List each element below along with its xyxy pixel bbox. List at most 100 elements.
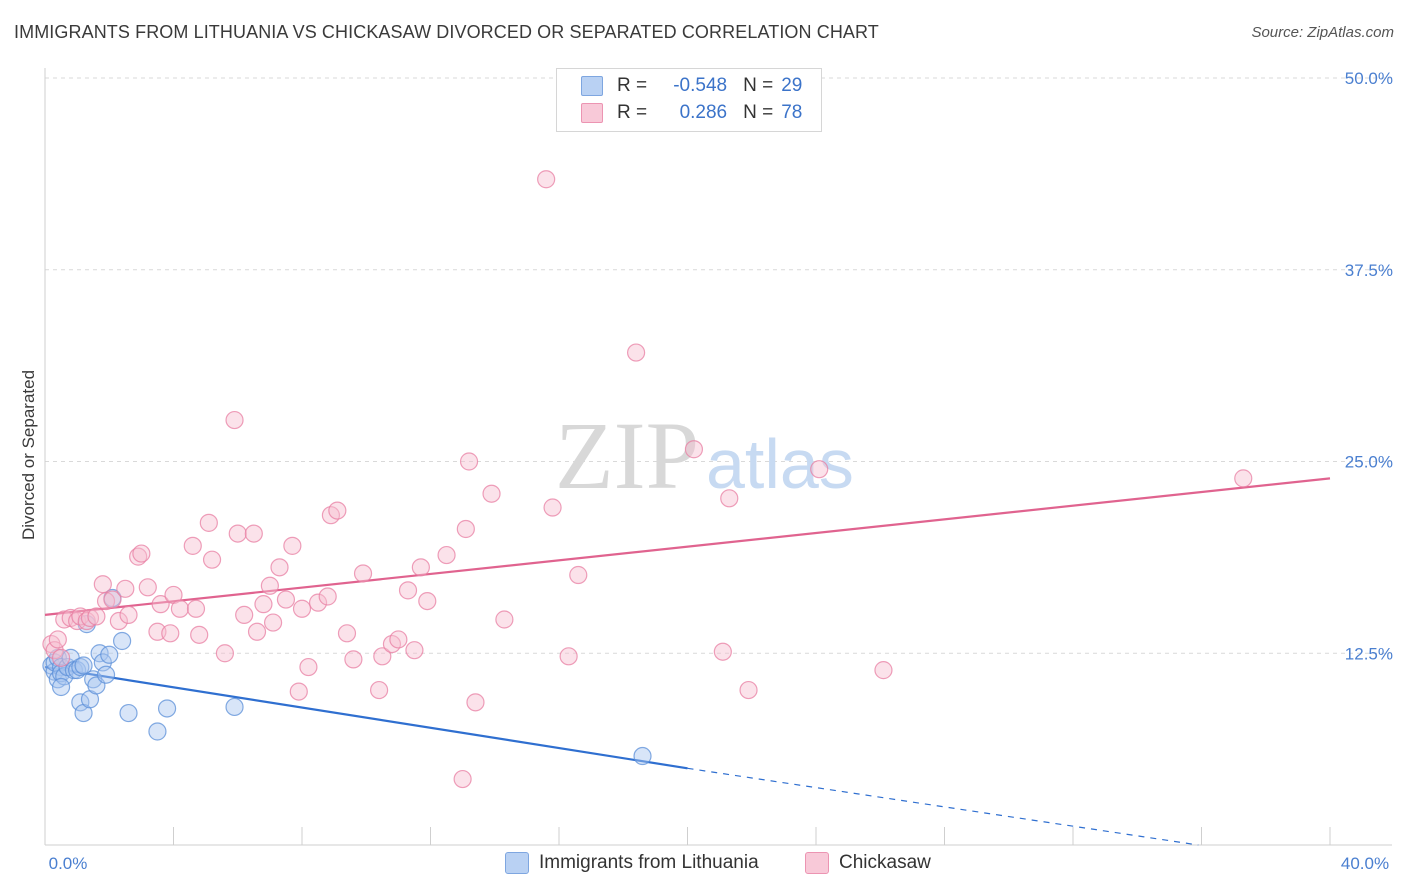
trendline-chickasaw — [44, 477, 1331, 616]
point-chickasaw — [318, 587, 337, 606]
point-chickasaw — [132, 544, 151, 563]
legend-row-lithuania: R = -0.548 N = 29 — [581, 74, 802, 98]
point-chickasaw — [626, 343, 646, 362]
correlation-legend: R = -0.548 N = 29 R = 0.286 N = 78 — [556, 68, 822, 132]
y-tick-label: 12.5% — [1345, 644, 1393, 663]
point-chickasaw — [151, 595, 170, 614]
point-chickasaw — [1234, 469, 1253, 488]
point-lithuania — [148, 722, 167, 741]
legend-r-label: R = — [617, 102, 648, 123]
point-chickasaw — [129, 547, 148, 566]
point-lithuania — [119, 703, 138, 723]
point-chickasaw — [569, 565, 588, 585]
point-chickasaw — [874, 661, 893, 680]
point-chickasaw — [87, 607, 106, 626]
chart-title: IMMIGRANTS FROM LITHUANIA VS CHICKASAW D… — [14, 22, 879, 42]
point-chickasaw — [459, 452, 479, 471]
trendline-lithuania-extrapolated — [687, 767, 1199, 846]
point-chickasaw — [186, 599, 206, 618]
point-chickasaw — [215, 644, 234, 663]
point-chickasaw — [292, 599, 312, 618]
point-chickasaw — [283, 536, 302, 555]
series-legend-lithuania[interactable]: Immigrants from Lithuania — [505, 852, 759, 874]
point-chickasaw — [244, 524, 263, 543]
series-label-chickasaw: Chickasaw — [839, 852, 931, 873]
series-swatch-blue — [505, 852, 529, 874]
point-chickasaw — [260, 576, 279, 595]
point-chickasaw — [466, 693, 485, 712]
point-chickasaw — [170, 599, 190, 618]
point-chickasaw — [713, 642, 732, 661]
point-chickasaw — [370, 680, 389, 700]
point-chickasaw — [418, 591, 437, 611]
axis-layer — [44, 68, 1392, 846]
point-chickasaw — [328, 501, 347, 520]
legend-row-chickasaw: R = 0.286 N = 78 — [581, 101, 802, 125]
point-lithuania — [96, 665, 116, 684]
watermark: ZIP atlas — [555, 402, 854, 509]
point-chickasaw — [537, 170, 556, 189]
legend-swatch-pink — [581, 103, 603, 123]
y-tick-label: 25.0% — [1345, 453, 1393, 472]
point-chickasaw — [810, 460, 829, 479]
point-lithuania — [68, 661, 87, 680]
point-chickasaw — [202, 550, 222, 569]
point-chickasaw — [299, 657, 318, 677]
point-chickasaw — [103, 590, 122, 609]
point-chickasaw — [405, 641, 424, 660]
series-legend: Immigrants from Lithuania Chickasaw — [0, 852, 1406, 878]
point-chickasaw — [382, 634, 402, 654]
legend-n-value: 78 — [781, 102, 803, 123]
point-lithuania — [51, 677, 71, 697]
point-chickasaw — [77, 611, 96, 631]
point-chickasaw — [411, 558, 430, 577]
point-lithuania — [74, 656, 93, 675]
x-tick-label: 40.0% — [1341, 854, 1389, 873]
point-chickasaw — [453, 769, 472, 789]
legend-r-value: 0.286 — [679, 102, 728, 123]
point-lithuania — [633, 746, 652, 766]
point-chickasaw — [720, 489, 739, 508]
point-chickasaw — [96, 591, 116, 611]
point-chickasaw — [559, 647, 578, 666]
point-chickasaw — [93, 575, 112, 594]
point-chickasaw — [263, 613, 283, 632]
point-chickasaw — [183, 536, 202, 555]
trendline-lithuania — [44, 665, 688, 770]
point-chickasaw — [482, 484, 501, 503]
trend-layer — [44, 477, 1331, 846]
point-chickasaw — [190, 625, 209, 644]
point-chickasaw — [495, 610, 514, 629]
legend-n-label: N = — [743, 75, 774, 96]
point-chickasaw — [456, 519, 475, 539]
point-chickasaw — [437, 545, 456, 565]
point-chickasaw — [199, 513, 218, 532]
point-chickasaw — [247, 622, 267, 641]
point-chickasaw — [684, 440, 704, 459]
series-legend-chickasaw[interactable]: Chickasaw — [805, 852, 931, 874]
point-chickasaw — [344, 650, 363, 669]
point-chickasaw — [321, 506, 341, 525]
point-chickasaw — [138, 578, 157, 597]
point-chickasaw — [116, 579, 135, 598]
series-swatch-pink — [805, 852, 829, 874]
point-chickasaw — [337, 624, 357, 643]
label-layer: 12.5% 25.0% 37.5% 50.0% 0.0% 40.0% Divorced or… — [19, 69, 1393, 873]
point-lithuania — [157, 699, 177, 718]
point-chickasaw — [51, 648, 71, 667]
point-lithuania — [112, 631, 132, 651]
y-tick-label: 37.5% — [1345, 261, 1393, 280]
point-chickasaw — [353, 564, 373, 583]
x-tick-label: 0.0% — [49, 854, 88, 873]
point-chickasaw — [398, 581, 418, 600]
source-credit: Source: ZipAtlas.com — [1251, 24, 1394, 41]
point-chickasaw — [225, 410, 244, 430]
point-chickasaw — [373, 647, 392, 666]
point-chickasaw — [109, 611, 128, 631]
point-chickasaw — [228, 524, 247, 543]
point-chickasaw — [80, 608, 100, 628]
watermark-zip: ZIP — [555, 402, 699, 509]
point-chickasaw — [235, 605, 254, 625]
points-layer — [42, 170, 1253, 789]
point-chickasaw — [119, 605, 138, 625]
